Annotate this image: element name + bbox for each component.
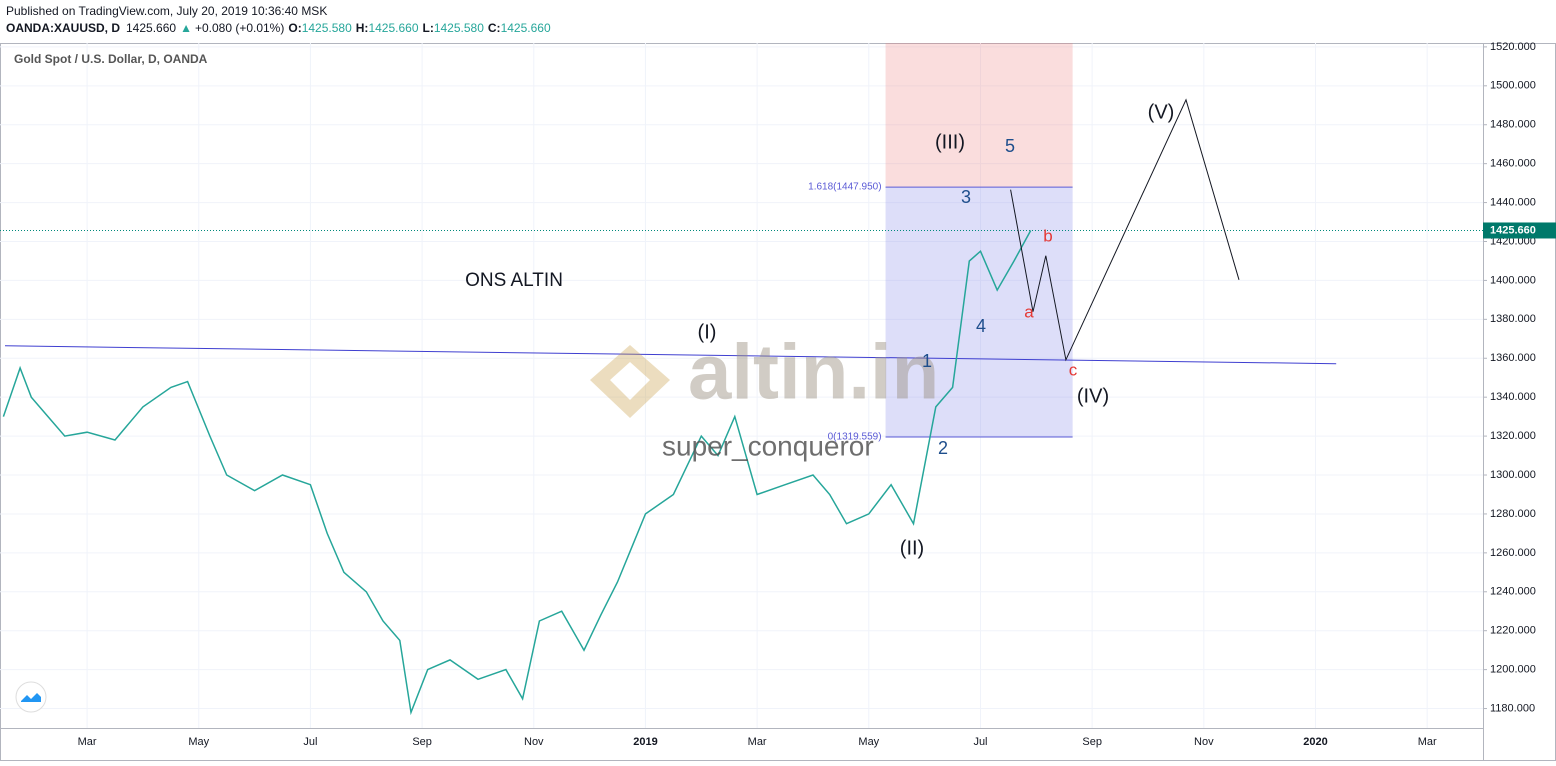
chart-title: Gold Spot / U.S. Dollar, D, OANDA: [14, 52, 208, 66]
x-tick-label: Mar: [748, 736, 767, 748]
wave-label: a: [1024, 302, 1034, 321]
tv-logo-icon: [21, 693, 41, 702]
projection: [1010, 98, 1240, 362]
y-tick-label: 1480.000: [1490, 119, 1536, 131]
watermark-logo: [590, 345, 670, 418]
y-tick-label: 1400.000: [1490, 274, 1536, 286]
o: 1425.580: [302, 21, 352, 35]
x-tick-label: Jul: [303, 736, 317, 748]
y-tick-label: 1280.000: [1490, 508, 1536, 520]
x-tick-label: May: [858, 736, 879, 748]
fib-label: 0(1319.559): [828, 432, 882, 443]
y-tick-label: 1240.000: [1490, 586, 1536, 598]
y-tick-label: 1520.000: [1490, 41, 1536, 53]
y-tick-label: 1360.000: [1490, 352, 1536, 364]
trendline: [4, 345, 1337, 365]
x-tick-label: Mar: [1418, 736, 1437, 748]
tv-logo[interactable]: [15, 681, 47, 713]
x-tick-label: Nov: [524, 736, 544, 748]
y-tick-label: 1500.000: [1490, 80, 1536, 92]
x-tick-label: 2019: [633, 736, 657, 748]
fib-label: 1.618(1447.950): [808, 182, 881, 193]
y-tick-label: 1380.000: [1490, 313, 1536, 325]
wave-label: (I): [698, 321, 717, 343]
wave-label: 4: [976, 316, 986, 336]
wave-label: b: [1043, 226, 1052, 245]
y-tick-label: 1340.000: [1490, 391, 1536, 403]
x-tick-label: May: [188, 736, 209, 748]
wave-label: 1: [922, 351, 932, 371]
wave-label: 5: [1005, 136, 1015, 156]
last-price-label: 1425.660: [1490, 224, 1536, 236]
last-price-box: [1483, 222, 1556, 239]
author: super_conqueror: [662, 430, 874, 461]
o-label: O:: [288, 21, 301, 35]
wave-label: (IV): [1077, 385, 1109, 407]
wave-label: c: [1069, 360, 1078, 379]
y-tick-label: 1300.000: [1490, 469, 1536, 481]
wave-label: (V): [1148, 101, 1175, 123]
x-tick-label: Nov: [1194, 736, 1214, 748]
symbol: OANDA:XAUUSD, D 1425.660 ▲ +0.080 (+0.01%) O…: [6, 21, 551, 35]
x-tick-label: 2020: [1303, 736, 1327, 748]
y-tick-label: 1220.000: [1490, 625, 1536, 637]
l: 1425.580: [434, 21, 484, 35]
plot: 1.618(1447.950) 0(1319.559): [0, 43, 1483, 728]
x-tick-label: Mar: [78, 736, 97, 748]
last: 1425.660: [126, 21, 176, 35]
change: +0.080 (+0.01%): [195, 21, 284, 35]
wave-label: (II): [900, 537, 924, 559]
l-label: L:: [423, 21, 434, 35]
c-label: C:: [488, 21, 501, 35]
x-tick-label: Jul: [973, 736, 987, 748]
symbol-name: OANDA:XAUUSD, D: [6, 21, 120, 35]
y-tick-label: 1320.000: [1490, 430, 1536, 442]
watermark: altin.in: [688, 328, 939, 416]
x-tick-label: Sep: [412, 736, 432, 748]
wave-label: 2: [938, 438, 948, 458]
h: 1425.660: [368, 21, 418, 35]
wave-label: (III): [935, 131, 965, 153]
y-tick-label: 1180.000: [1490, 702, 1535, 714]
fib-zone: [885, 187, 1073, 437]
y-tick-label: 1460.000: [1490, 158, 1536, 170]
x-tick-label: Sep: [1082, 736, 1102, 748]
fib-target-zone: [885, 43, 1073, 188]
h-label: H:: [356, 21, 369, 35]
y-tick-label: 1260.000: [1490, 547, 1536, 559]
y-tick-label: 1200.000: [1490, 664, 1536, 676]
arrow: ▲: [180, 21, 192, 35]
wave-label: ONS ALTIN: [465, 270, 563, 291]
wave-label: 3: [961, 187, 971, 207]
price-line: [2, 230, 1032, 716]
published: Published on TradingView.com, July 20, 2…: [6, 4, 327, 18]
c: 1425.660: [501, 21, 551, 35]
y-tick-label: 1440.000: [1490, 196, 1536, 208]
